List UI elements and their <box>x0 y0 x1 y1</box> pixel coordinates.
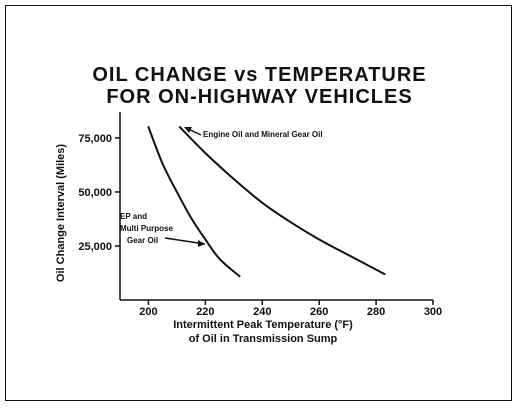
axes <box>119 112 433 301</box>
series-1-leader-arrowhead <box>198 240 205 247</box>
chart-frame <box>5 5 512 401</box>
series-1-label-line-2: Multi Purpose <box>120 224 173 233</box>
series-2-label: Engine Oil and Mineral Gear Oil <box>203 130 323 139</box>
y-tick-label: 25,000 <box>78 241 112 253</box>
series-1-label-line-1: EP and <box>120 212 147 221</box>
series-2-annotation: Engine Oil and Mineral Gear Oil <box>184 127 323 139</box>
series-1-annotation: EP and Multi Purpose Gear Oil <box>120 212 206 247</box>
x-axis-label-line-1: Intermittent Peak Temperature (°F) <box>173 319 353 331</box>
y-tick-label: 75,000 <box>78 133 112 145</box>
x-tick-label: 280 <box>367 306 385 318</box>
series-2-line <box>178 126 386 276</box>
x-tick-label: 220 <box>196 306 214 318</box>
x-tick-label: 240 <box>253 306 271 318</box>
ticks-layer: 200 220 240 260 280 300 25,000 50,000 75,000 <box>78 133 442 318</box>
x-tick-label: 200 <box>139 306 157 318</box>
x-tick-label: 300 <box>424 306 442 318</box>
series-1-line <box>147 126 241 278</box>
series-1-label-line-3: Gear Oil <box>127 236 158 245</box>
x-axis-label-line-2: of Oil in Transmission Sump <box>189 333 338 345</box>
y-tick-label: 50,000 <box>78 187 112 199</box>
chart-title-line-1: OIL CHANGE vs TEMPERATURE <box>92 64 427 86</box>
y-axis-label: Oil Change Interval (Miles) <box>55 144 67 282</box>
x-tick-label: 260 <box>310 306 328 318</box>
series-layer <box>147 126 386 278</box>
chart-title-line-2: FOR ON-HIGHWAY VEHICLES <box>106 86 413 108</box>
series-2-leader-arrowhead <box>184 127 192 133</box>
